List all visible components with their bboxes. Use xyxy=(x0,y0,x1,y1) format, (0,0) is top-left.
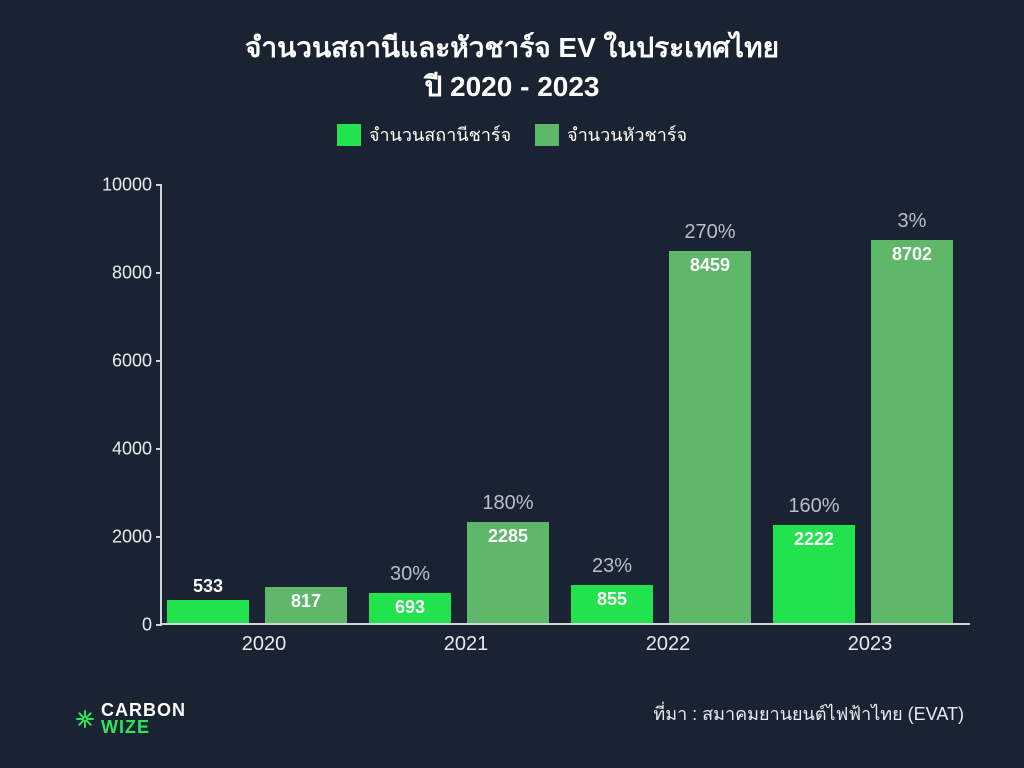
source-attribution: ที่มา : สมาคมยานยนต์ไฟฟ้าไทย (EVAT) xyxy=(653,699,964,728)
y-tick-label: 6000 xyxy=(102,351,152,372)
x-tick-label: 2023 xyxy=(848,633,893,656)
bar-value-label: 855 xyxy=(571,589,653,610)
y-tick-label: 4000 xyxy=(102,439,152,460)
chart-title: จำนวนสถานีและหัวชาร์จ EV ในประเทศไทย ปี … xyxy=(0,0,1024,106)
bar-pct-label: 160% xyxy=(773,495,855,518)
bar-chargers-2023: 87023% xyxy=(871,240,953,623)
legend-item-stations: จำนวนสถานีชาร์จ xyxy=(337,120,511,149)
bar-value-label: 8702 xyxy=(871,244,953,265)
bar-value-label: 817 xyxy=(265,591,347,612)
chart-area: 0200040006000800010000202053381720216933… xyxy=(100,185,970,660)
bar-pct-label: 180% xyxy=(467,492,549,515)
bar-value-label: 693 xyxy=(369,597,451,618)
y-tick-label: 2000 xyxy=(102,527,152,548)
bar-value-label: 8459 xyxy=(669,255,751,276)
y-tick-label: 8000 xyxy=(102,263,152,284)
legend-label-stations: จำนวนสถานีชาร์จ xyxy=(369,120,511,149)
carbonwize-logo: CARBON WIZE xyxy=(75,702,186,736)
bar-value-label: 2285 xyxy=(467,526,549,547)
logo-text: CARBON WIZE xyxy=(101,702,186,736)
logo-line-2: WIZE xyxy=(101,719,186,736)
logo-burst-icon xyxy=(75,709,95,729)
y-tick-label: 0 xyxy=(102,615,152,636)
bar-pct-label: 30% xyxy=(369,563,451,586)
bar-chargers-2021: 2285180% xyxy=(467,522,549,623)
bar-value-label: 533 xyxy=(167,576,249,597)
legend-swatch-chargers xyxy=(535,124,559,146)
bar-chargers-2020: 817 xyxy=(265,587,347,623)
legend-label-chargers: จำนวนหัวชาร์จ xyxy=(567,120,687,149)
bar-pct-label: 3% xyxy=(871,210,953,233)
y-tick-label: 10000 xyxy=(102,175,152,196)
x-tick-label: 2021 xyxy=(444,633,489,656)
legend-item-chargers: จำนวนหัวชาร์จ xyxy=(535,120,687,149)
legend-swatch-stations xyxy=(337,124,361,146)
bar-chargers-2022: 8459270% xyxy=(669,251,751,623)
bar-stations-2020: 533 xyxy=(167,600,249,623)
x-tick-label: 2020 xyxy=(242,633,287,656)
bar-stations-2023: 2222160% xyxy=(773,525,855,623)
plot-area: 0200040006000800010000202053381720216933… xyxy=(160,185,970,625)
legend: จำนวนสถานีชาร์จ จำนวนหัวชาร์จ xyxy=(0,120,1024,149)
x-tick-label: 2022 xyxy=(646,633,691,656)
bar-stations-2022: 85523% xyxy=(571,585,653,623)
title-line-1: จำนวนสถานีและหัวชาร์จ EV ในประเทศไทย xyxy=(0,28,1024,67)
bar-pct-label: 23% xyxy=(571,555,653,578)
bar-stations-2021: 69330% xyxy=(369,593,451,623)
title-line-2: ปี 2020 - 2023 xyxy=(0,67,1024,106)
bar-pct-label: 270% xyxy=(669,221,751,244)
bar-value-label: 2222 xyxy=(773,529,855,550)
